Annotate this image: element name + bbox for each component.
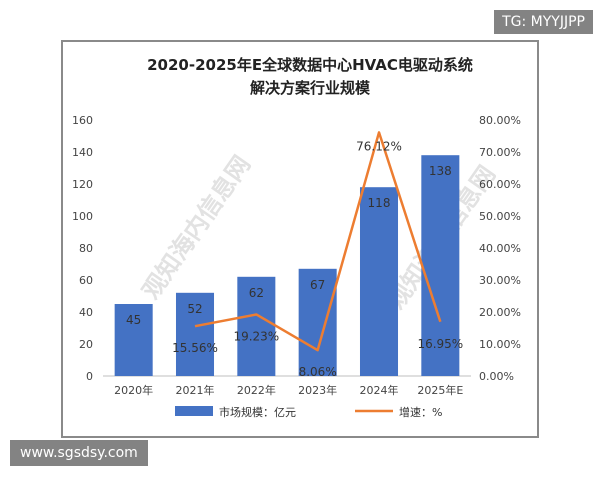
legend-label-line: 增速：%: [399, 405, 442, 419]
bar-data-label: 52: [187, 302, 202, 316]
bar-data-label: 62: [249, 286, 264, 300]
y-right-tick-label: 40.00%: [479, 242, 521, 255]
y-left-tick-label: 60: [79, 274, 93, 287]
chart-title-line-1: 2020-2025年E全球数据中心HVAC电驱动系统: [147, 56, 473, 74]
y-left-tick-label: 40: [79, 306, 93, 319]
bar: [298, 268, 337, 376]
y-right-tick-label: 20.00%: [479, 306, 521, 319]
x-tick-label: 2024年: [360, 383, 399, 397]
x-tick-label: 2023年: [298, 383, 337, 397]
line-data-label: 15.56%: [172, 341, 218, 355]
bar: [359, 187, 399, 376]
bar: [421, 155, 460, 376]
y-right-tick-label: 0.00%: [479, 370, 514, 383]
growth-series-line: [194, 131, 442, 352]
x-tick-label: 2022年: [237, 383, 276, 397]
y-right-tick-label: 70.00%: [479, 146, 521, 159]
y-left-tick-label: 80: [79, 242, 93, 255]
x-tick-label: 2025年E: [417, 383, 463, 397]
y-left-tick-label: 100: [72, 210, 93, 223]
bar-data-label: 67: [310, 278, 325, 292]
line-data-label: 8.06%: [299, 365, 337, 379]
y-left-tick-label: 0: [86, 370, 93, 383]
x-tick-label: 2020年: [114, 383, 153, 397]
y-right-tick-label: 30.00%: [479, 274, 521, 287]
line-data-label: 76.12%: [356, 139, 402, 153]
y-left-tick-label: 160: [72, 114, 93, 127]
line-data-label: 19.23%: [233, 329, 279, 343]
bar-data-label: 118: [368, 196, 391, 210]
chart-svg: 观知海内信息网观知海内信息网 2020-2025年E全球数据中心HVAC电驱动系…: [72, 56, 521, 419]
tg-badge: TG: MYYJJPP: [494, 10, 593, 34]
legend-label-bar: 市场规模：亿元: [219, 405, 296, 419]
bars-layer: 45 52 62 67 118 138: [114, 155, 460, 376]
y-right-tick-label: 10.00%: [479, 338, 521, 351]
axes-layer: 0 20 40 60 80 100 120 140 160 0.00% 10.00% 20.00% 30…: [72, 114, 521, 397]
line-layer: 15.56% 19.23% 8.06% 76.12% 16.95%: [172, 131, 463, 379]
legend-swatch-bar: [175, 406, 213, 416]
bar-data-label: 138: [429, 164, 452, 178]
bar: [237, 276, 276, 376]
x-tick-label: 2021年: [176, 383, 215, 397]
bar-data-label: 45: [126, 313, 141, 327]
y-left-tick-label: 120: [72, 178, 93, 191]
bar: [114, 304, 153, 376]
y-left-tick-label: 140: [72, 146, 93, 159]
y-left-tick-label: 20: [79, 338, 93, 351]
line-data-label: 16.95%: [417, 337, 463, 351]
y-right-tick-label: 50.00%: [479, 210, 521, 223]
y-right-tick-label: 60.00%: [479, 178, 521, 191]
chart-title-line-2: 解决方案行业规模: [250, 79, 371, 97]
legend: 市场规模：亿元 增速：%: [175, 405, 442, 419]
site-url-badge: www.sgsdsy.com: [10, 440, 148, 466]
bar: [175, 292, 215, 376]
y-right-tick-label: 80.00%: [479, 114, 521, 127]
chart-frame: 观知海内信息网观知海内信息网 2020-2025年E全球数据中心HVAC电驱动系…: [61, 40, 539, 438]
